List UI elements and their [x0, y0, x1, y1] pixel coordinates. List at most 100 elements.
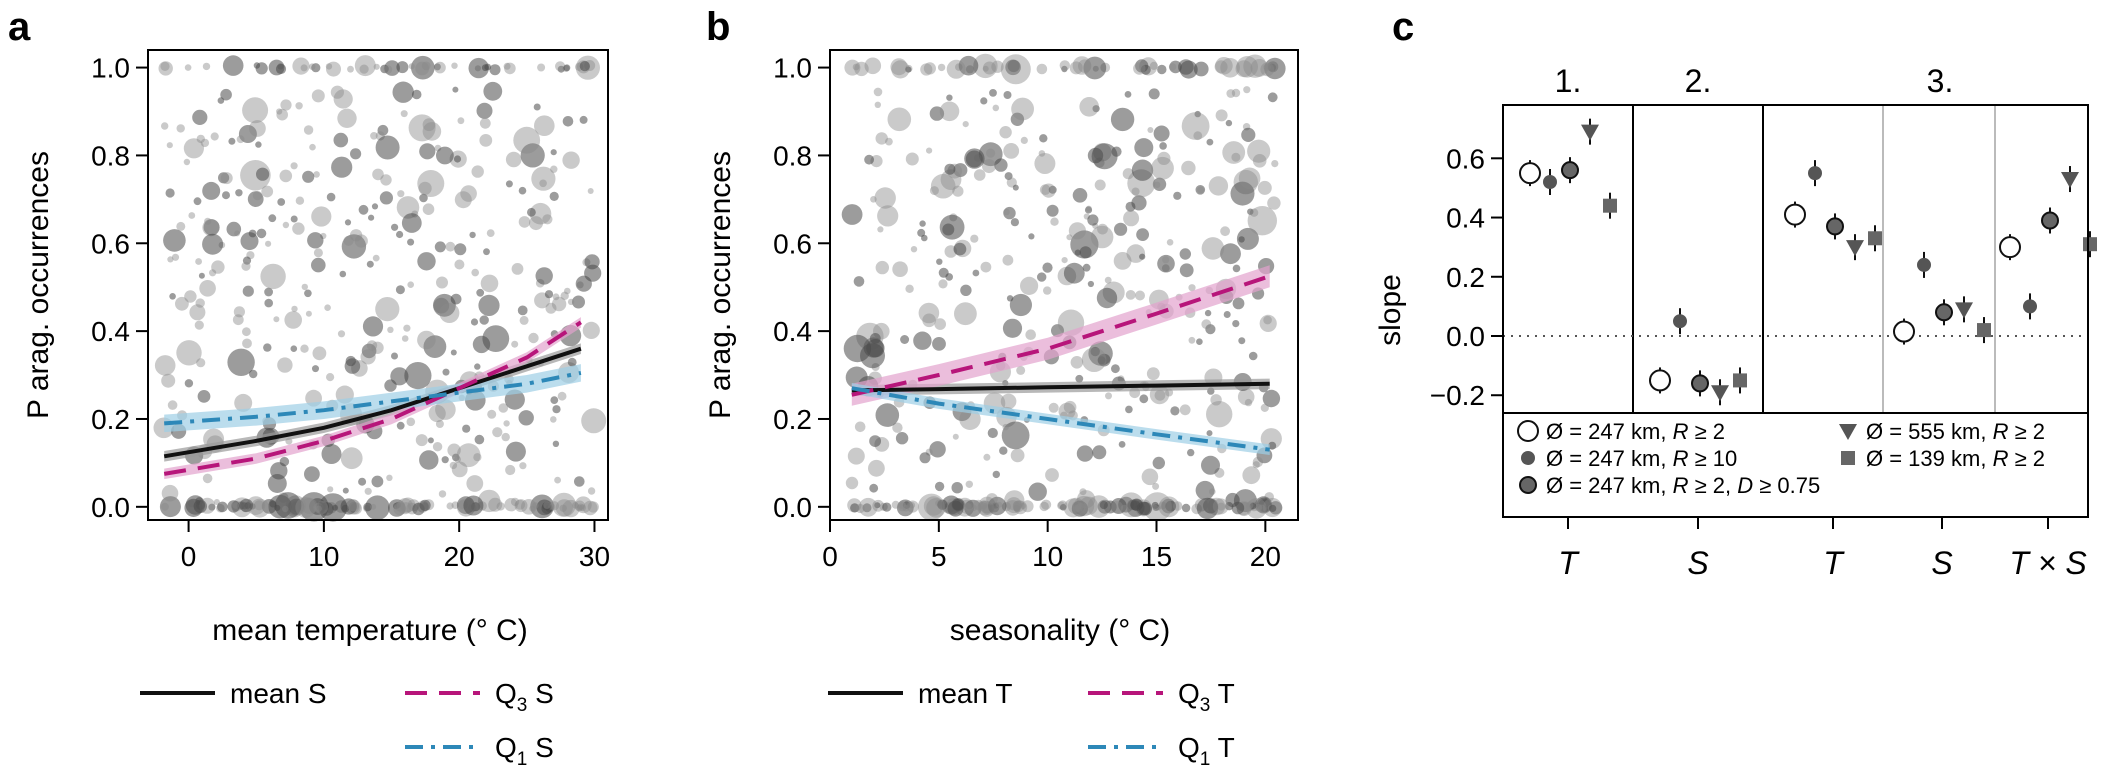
- series-line-1: [851, 274, 1271, 397]
- scatter-point: [505, 441, 526, 462]
- scatter-point: [407, 238, 415, 246]
- scatter-point: [415, 61, 430, 76]
- scatter-point: [362, 316, 384, 337]
- scatter-point: [910, 246, 918, 253]
- scatter-point: [396, 498, 413, 515]
- scatter-point: [1087, 280, 1094, 288]
- scatter-point: [233, 306, 245, 318]
- panel-a-letter: a: [8, 5, 31, 49]
- scatter-point: [980, 261, 992, 273]
- scatter-point: [520, 143, 545, 168]
- scatter-point: [1248, 351, 1258, 361]
- scatter-point: [1048, 185, 1057, 194]
- scatter-point: [1059, 504, 1067, 511]
- scatter-point: [1002, 318, 1023, 338]
- scatter-point: [562, 116, 574, 127]
- scatter-point: [551, 296, 567, 312]
- scatter-point: [1209, 488, 1216, 496]
- scatter-point: [304, 289, 312, 298]
- scatter-point: [303, 125, 314, 135]
- panel-b-legend: mean T Q3 T Q1 T: [828, 678, 1235, 770]
- scatter-point: [222, 55, 244, 76]
- scatter-point: [254, 500, 265, 511]
- scatter-point: [936, 258, 943, 265]
- y-tick-label: 0.6: [91, 228, 130, 259]
- scatter-point: [970, 234, 979, 243]
- scatter-point: [242, 285, 254, 297]
- scatter-point: [1260, 62, 1275, 77]
- scatter-point: [1020, 276, 1039, 295]
- scatter-point: [1194, 110, 1201, 118]
- scatter-point: [533, 103, 541, 111]
- panel-a-x-axis-title: mean temperature (° C): [212, 614, 527, 647]
- scatter-point: [919, 220, 926, 227]
- scatter-point: [1039, 501, 1049, 512]
- scatter-point: [242, 327, 251, 337]
- scatter-point: [1002, 254, 1014, 266]
- scatter-point: [567, 357, 577, 367]
- scatter-point: [890, 58, 908, 76]
- scatter-point: [183, 138, 204, 159]
- scatter-point: [1063, 262, 1085, 284]
- scatter-point: [1072, 56, 1092, 75]
- scatter-point: [552, 440, 560, 447]
- scatter-point: [308, 63, 316, 70]
- scatter-point: [1028, 482, 1047, 501]
- scatter-point: [1011, 97, 1034, 121]
- scatter-point: [468, 57, 489, 79]
- scatter-point: [1204, 309, 1212, 317]
- scatter-point: [193, 197, 202, 206]
- scatter-point: [422, 118, 436, 132]
- scatter-point: [311, 63, 321, 73]
- scatter-point: [1009, 293, 1032, 317]
- panel-b-y-ticks: 0.0 0.2 0.4 0.6 0.8 1.0: [773, 53, 830, 523]
- scatter-point: [331, 156, 353, 178]
- scatter-point: [563, 64, 571, 72]
- scatter-point: [365, 495, 390, 520]
- scatter-point: [958, 55, 979, 76]
- scatter-point: [1084, 206, 1093, 214]
- scatter-point: [361, 343, 377, 359]
- scatter-point: [457, 117, 465, 125]
- scatter-point: [953, 242, 967, 256]
- scatter-point: [1206, 401, 1233, 428]
- scatter-point: [905, 284, 914, 293]
- scatter-point: [434, 61, 446, 74]
- scatter-point: [885, 137, 893, 146]
- slope-marker-filled-circle: [1673, 308, 1687, 335]
- slope-marker-open-circle: [1649, 367, 1671, 394]
- scatter-point: [333, 89, 353, 109]
- scatter-point: [1081, 347, 1107, 373]
- scatter-point: [451, 62, 458, 69]
- scatter-point: [269, 500, 277, 508]
- scatter-point: [377, 124, 389, 136]
- scatter-point: [1078, 59, 1092, 73]
- scatter-point: [370, 503, 377, 510]
- scatter-point: [845, 476, 859, 490]
- scatter-point: [242, 338, 252, 349]
- scatter-point: [1181, 160, 1196, 176]
- scatter-point: [552, 293, 560, 301]
- key-marker-triangle: [1839, 424, 1857, 440]
- key-marker-square: [1841, 451, 1855, 465]
- scatter-point: [551, 492, 577, 517]
- scatter-point: [503, 420, 510, 427]
- scatter-point: [952, 185, 964, 197]
- scatter-point: [1181, 503, 1191, 513]
- scatter-point: [1188, 336, 1196, 344]
- x-tick-label: 0: [822, 541, 838, 572]
- scatter-point: [892, 261, 908, 278]
- scatter-point: [1072, 188, 1088, 203]
- panel-c-separators: [1632, 105, 1996, 413]
- scatter-point: [1263, 63, 1271, 71]
- scatter-point: [479, 315, 489, 325]
- scatter-point: [1069, 61, 1083, 75]
- scatter-point: [1041, 499, 1052, 510]
- scatter-point: [441, 456, 449, 464]
- scatter-point: [238, 125, 257, 143]
- x-category-label: S: [1931, 545, 1952, 581]
- scatter-point: [1123, 210, 1140, 227]
- scatter-point: [411, 55, 435, 80]
- scatter-point: [341, 234, 367, 259]
- scatter-point: [1206, 138, 1214, 146]
